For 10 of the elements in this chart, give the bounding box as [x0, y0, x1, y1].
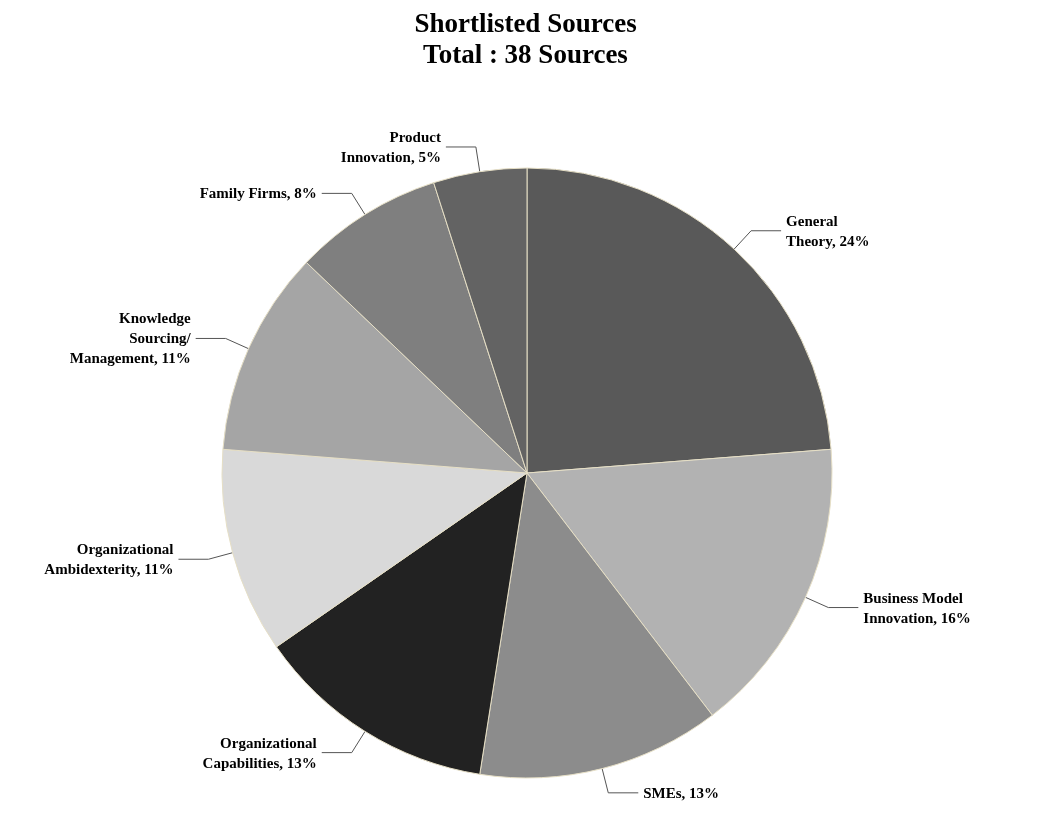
slice-label: General Theory, 24% [786, 212, 870, 249]
slice-label: Organizational Capabilities, 13% [202, 734, 317, 771]
chart-subtitle: Total : 38 Sources [423, 38, 628, 69]
slice-label: Knowledge Sourcing/Management, 11% [69, 310, 192, 367]
slice-label: Family Firms, 8% [199, 185, 317, 202]
chart-title: Shortlisted Sources [414, 7, 637, 38]
slice-label: Business Model Innovation, 16% [863, 589, 971, 626]
slice-label: Organizational Ambidexterity, 11% [44, 541, 174, 578]
slice-label: Product Innovation, 5% [340, 128, 441, 165]
slice-label: SMEs, 13% [643, 784, 720, 801]
